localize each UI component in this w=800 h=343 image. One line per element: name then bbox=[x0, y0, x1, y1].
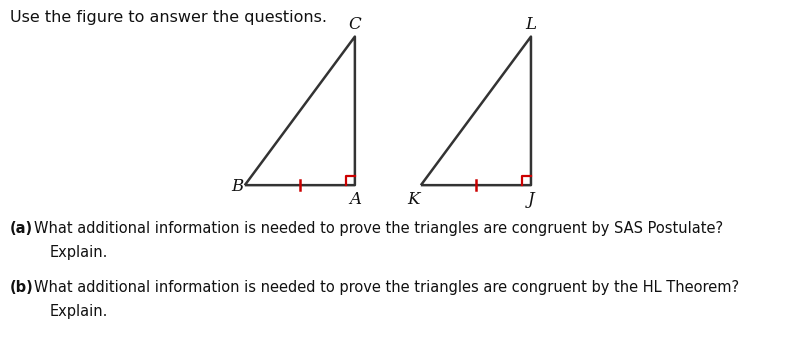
Text: (a): (a) bbox=[10, 221, 33, 236]
Text: What additional information is needed to prove the triangles are congruent by SA: What additional information is needed to… bbox=[34, 221, 722, 236]
Text: L: L bbox=[526, 16, 537, 33]
Text: What additional information is needed to prove the triangles are congruent by th: What additional information is needed to… bbox=[34, 280, 738, 295]
Text: Explain.: Explain. bbox=[50, 245, 108, 260]
Text: J: J bbox=[528, 191, 534, 208]
Text: A: A bbox=[349, 191, 361, 208]
Text: Explain.: Explain. bbox=[50, 304, 108, 319]
Text: (b): (b) bbox=[10, 280, 34, 295]
Text: K: K bbox=[407, 191, 419, 208]
Text: C: C bbox=[349, 16, 362, 33]
Text: Use the figure to answer the questions.: Use the figure to answer the questions. bbox=[10, 10, 326, 25]
Text: B: B bbox=[231, 178, 243, 195]
